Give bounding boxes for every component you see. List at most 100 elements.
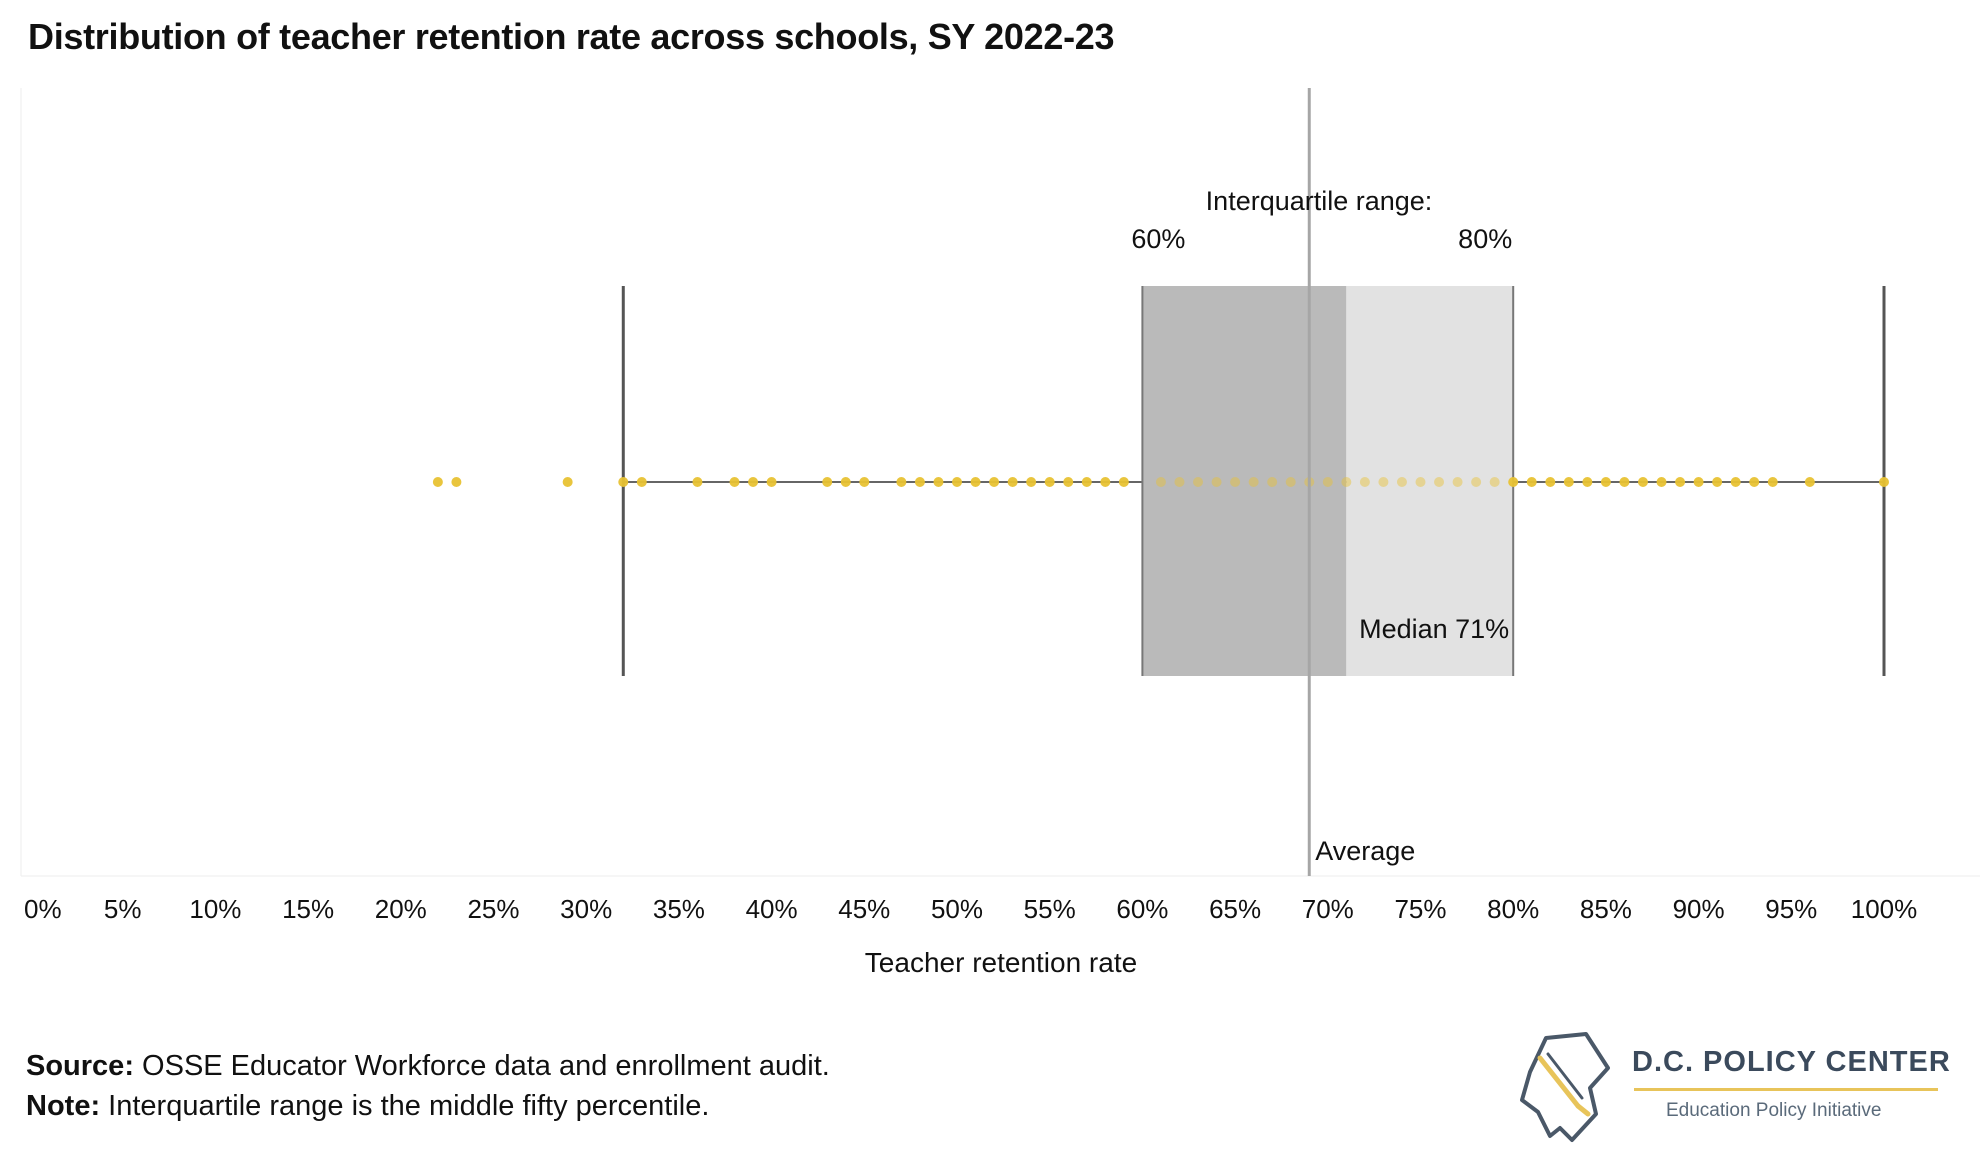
data-point: [1637, 477, 1648, 487]
data-point: [822, 477, 833, 487]
x-tick-label: 10%: [189, 894, 241, 924]
q3-label: 80%: [1458, 224, 1512, 254]
data-point: [1100, 477, 1111, 487]
data-point: [1693, 477, 1704, 487]
data-point: [1749, 477, 1760, 487]
x-axis-ticks: 0% 5% 10% 15% 20% 25% 30% 35% 40% 45% 50% 55% 60% 65%…: [24, 894, 1917, 924]
data-point: [1471, 477, 1482, 487]
x-tick-label: 90%: [1673, 894, 1725, 924]
data-point: [1508, 477, 1519, 487]
data-point: [1879, 477, 1889, 487]
data-point: [1804, 477, 1815, 487]
data-point: [1526, 477, 1537, 487]
data-point: [1767, 477, 1778, 487]
chart-title: Distribution of teacher retention rate a…: [28, 16, 1115, 57]
box-lower-half: [1142, 286, 1347, 676]
x-tick-label: 85%: [1580, 894, 1632, 924]
data-point: [1396, 477, 1407, 487]
data-point: [748, 477, 759, 487]
iqr-label: Interquartile range:: [1206, 186, 1433, 216]
note-line: Note: Interquartile range is the middle …: [26, 1086, 830, 1126]
data-point: [1452, 477, 1463, 487]
data-point: [1730, 477, 1741, 487]
data-point: [1193, 477, 1204, 487]
data-point: [933, 477, 944, 487]
data-point: [1081, 477, 1092, 487]
x-tick-label: 75%: [1394, 894, 1446, 924]
data-point: [896, 477, 907, 487]
x-tick-label: 95%: [1765, 894, 1817, 924]
data-point: [1267, 477, 1278, 487]
x-tick-label: 60%: [1116, 894, 1168, 924]
data-point: [914, 477, 925, 487]
data-point: [1174, 477, 1185, 487]
data-point: [636, 477, 647, 487]
data-point: [840, 477, 851, 487]
data-point: [1063, 477, 1074, 487]
data-point: [1230, 477, 1241, 487]
source-line: Source: OSSE Educator Workforce data and…: [26, 1046, 830, 1086]
data-point: [1341, 477, 1352, 487]
data-point: [1359, 477, 1370, 487]
x-tick-label: 0%: [24, 894, 62, 924]
data-point: [1322, 477, 1333, 487]
x-tick-label: 100%: [1851, 894, 1918, 924]
data-point: [729, 477, 740, 487]
data-point: [1619, 477, 1630, 487]
x-tick-label: 80%: [1487, 894, 1539, 924]
q1-label: 60%: [1131, 224, 1185, 254]
data-point: [692, 477, 703, 487]
data-point: [1563, 477, 1574, 487]
data-point: [1248, 477, 1259, 487]
note-label: Note:: [26, 1090, 101, 1122]
dc-map-pen-icon: [1520, 1032, 1610, 1142]
data-point: [1026, 477, 1037, 487]
data-point: [859, 477, 870, 487]
x-tick-label: 40%: [746, 894, 798, 924]
data-point: [562, 477, 573, 487]
data-point: [1044, 477, 1055, 487]
x-tick-label: 20%: [375, 894, 427, 924]
box-layer: [621, 286, 1886, 676]
x-tick-label: 45%: [838, 894, 890, 924]
logo-rule: [1634, 1088, 1938, 1091]
x-tick-label: 25%: [467, 894, 519, 924]
x-tick-label: 35%: [653, 894, 705, 924]
data-point: [970, 477, 981, 487]
average-label: Average: [1315, 836, 1415, 866]
x-tick-label: 65%: [1209, 894, 1261, 924]
x-tick-label: 5%: [104, 894, 142, 924]
data-point: [952, 477, 962, 487]
data-point: [432, 477, 443, 487]
x-tick-label: 50%: [931, 894, 983, 924]
data-point: [1675, 477, 1686, 487]
x-axis-label: Teacher retention rate: [865, 947, 1137, 978]
median-label: Median 71%: [1359, 614, 1509, 644]
data-point: [766, 477, 777, 487]
logo-tagline: Education Policy Initiative: [1666, 1100, 1882, 1121]
box-plot-chart: Interquartile range: 60% 80% Median 71% …: [20, 88, 1980, 978]
data-point: [1155, 477, 1166, 487]
logo-name: D.C. POLICY CENTER: [1632, 1046, 1951, 1078]
data-point: [989, 477, 1000, 487]
dc-policy-center-logo: D.C. POLICY CENTER Education Policy Init…: [1516, 1028, 1956, 1148]
source-text: OSSE Educator Workforce data and enrollm…: [133, 1050, 830, 1082]
data-point: [1415, 477, 1426, 487]
data-point: [1582, 477, 1593, 487]
footer-notes: Source: OSSE Educator Workforce data and…: [26, 1046, 830, 1126]
data-point: [618, 477, 629, 487]
data-point: [1545, 477, 1556, 487]
note-text: Interquartile range is the middle fifty …: [100, 1090, 710, 1122]
data-point: [451, 477, 462, 487]
points-layer: [432, 477, 1889, 487]
data-point: [1211, 477, 1222, 487]
data-point: [1656, 477, 1667, 487]
x-tick-label: 55%: [1024, 894, 1076, 924]
data-point: [1118, 477, 1129, 487]
data-point: [1007, 477, 1018, 487]
data-point: [1285, 477, 1296, 487]
data-point: [1489, 477, 1500, 487]
source-label: Source:: [26, 1050, 134, 1082]
x-tick-label: 15%: [282, 894, 334, 924]
x-tick-label: 70%: [1302, 894, 1354, 924]
